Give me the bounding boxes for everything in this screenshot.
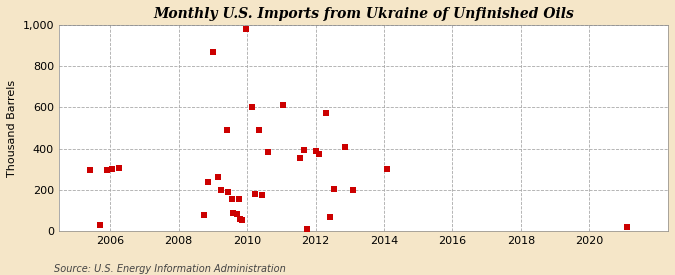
Point: [221, 128, 232, 132]
Point: [302, 227, 313, 231]
Point: [113, 166, 124, 170]
Point: [329, 187, 340, 191]
Point: [262, 150, 273, 154]
Point: [226, 197, 237, 201]
Point: [622, 225, 632, 229]
Point: [277, 103, 288, 108]
Point: [249, 192, 260, 196]
Point: [298, 147, 309, 152]
Point: [314, 152, 325, 156]
Point: [295, 156, 306, 160]
Point: [223, 190, 234, 194]
Point: [213, 174, 223, 179]
Point: [216, 188, 227, 192]
Point: [247, 105, 258, 110]
Y-axis label: Thousand Barrels: Thousand Barrels: [7, 79, 17, 177]
Point: [348, 188, 358, 192]
Point: [95, 223, 105, 227]
Point: [321, 110, 331, 115]
Point: [207, 50, 218, 54]
Point: [233, 197, 244, 201]
Title: Monthly U.S. Imports from Ukraine of Unfinished Oils: Monthly U.S. Imports from Ukraine of Unf…: [153, 7, 574, 21]
Point: [199, 213, 210, 217]
Point: [310, 148, 321, 153]
Point: [241, 27, 252, 31]
Point: [325, 214, 335, 219]
Point: [202, 180, 213, 184]
Point: [235, 217, 246, 221]
Point: [382, 167, 393, 172]
Point: [101, 168, 112, 172]
Point: [232, 211, 242, 216]
Point: [236, 218, 247, 222]
Point: [254, 128, 265, 132]
Point: [107, 167, 117, 172]
Text: Source: U.S. Energy Information Administration: Source: U.S. Energy Information Administ…: [54, 264, 286, 274]
Point: [228, 210, 239, 215]
Point: [257, 193, 268, 197]
Point: [84, 168, 95, 172]
Point: [340, 144, 350, 149]
